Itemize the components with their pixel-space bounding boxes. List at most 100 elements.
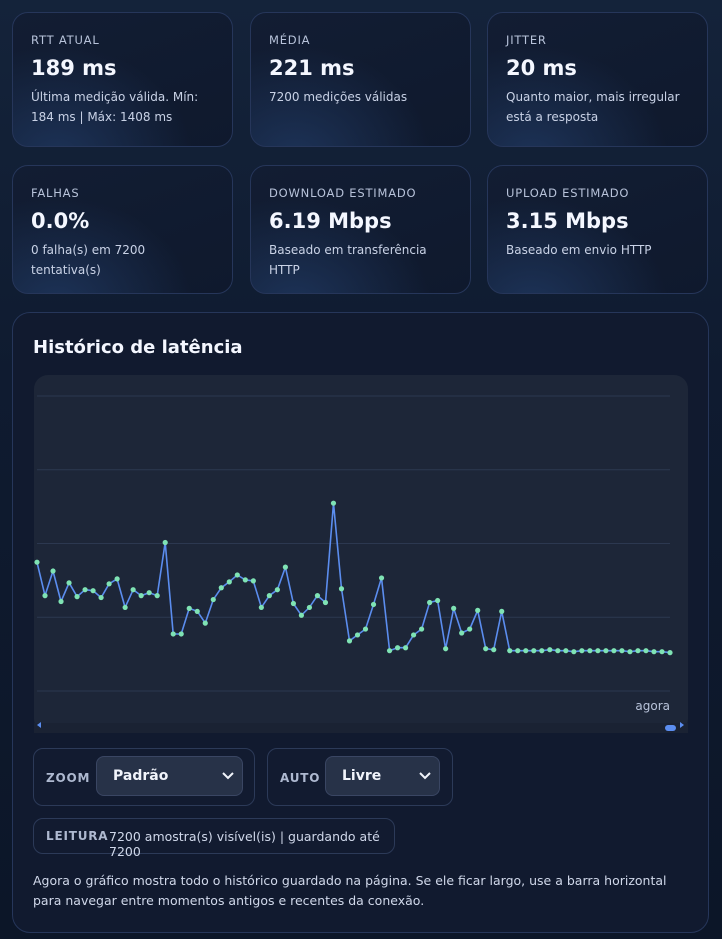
card-note: Quanto maior, mais irregular está a resp… [506, 90, 680, 124]
card-label: MÉDIA [269, 33, 311, 47]
latency-point [402, 645, 409, 651]
latency-point [58, 598, 64, 605]
now-label: agora [635, 699, 670, 713]
latency-point [266, 593, 272, 599]
latency-point [587, 648, 593, 654]
latency-point [106, 581, 112, 587]
latency-point [523, 648, 529, 654]
latency-point [210, 596, 216, 603]
latency-point [483, 646, 489, 652]
latency-point [362, 626, 369, 632]
card-note: Baseado em envio HTTP [506, 243, 652, 257]
latency-point [130, 587, 136, 593]
latency-point [178, 631, 184, 637]
card-note: Baseado em transferência HTTP [269, 243, 427, 277]
latency-point [314, 593, 321, 599]
history-panel: Histórico de latência agora ZOOM Padrão … [12, 312, 709, 933]
reading-label: LEITURA [46, 829, 109, 843]
latency-point [34, 559, 40, 565]
latency-point [611, 648, 617, 654]
scroll-left[interactable] [37, 722, 41, 728]
latency-point [579, 648, 585, 654]
metric-card: FALHAS 0.0% 0 falha(s) em 7200 tentativa… [12, 165, 233, 294]
reading-text: 7200 amostra(s) visível(is) | guardando … [109, 829, 380, 859]
zoom-select[interactable]: Padrão [96, 756, 243, 796]
select-value: Padrão [113, 768, 169, 784]
latency-point [90, 588, 96, 594]
latency-point [290, 600, 297, 607]
latency-point [370, 601, 377, 608]
latency-point [410, 632, 417, 638]
latency-point [435, 597, 441, 604]
latency-point [306, 604, 313, 611]
latency-point [298, 612, 305, 618]
latency-point [667, 650, 673, 656]
latency-point [499, 608, 505, 614]
latency-point [507, 648, 513, 654]
latency-point [451, 605, 457, 611]
card-value: 189 ms [31, 56, 117, 80]
latency-point [322, 599, 329, 606]
latency-point [50, 568, 56, 574]
chevron [419, 772, 431, 780]
card-value: 0.0% [31, 209, 90, 233]
latency-point [419, 626, 425, 632]
latency-point [122, 604, 128, 611]
auto-select[interactable]: Livre [325, 756, 440, 796]
card-note: Última medição válida. Mín: 184 ms | Máx… [31, 90, 199, 124]
latency-point [282, 564, 288, 570]
chevron [222, 772, 234, 780]
reading-box: LEITURA 7200 amostra(s) visível(is) | gu… [33, 818, 395, 859]
select-value: Livre [342, 768, 382, 784]
card-label: JITTER [506, 33, 547, 47]
latency-point [234, 572, 240, 578]
latency-point [443, 646, 449, 652]
latency-point [162, 539, 168, 546]
card-label: DOWNLOAD ESTIMADO [269, 186, 417, 200]
latency-point [138, 593, 144, 599]
scrollbar-track[interactable] [34, 723, 688, 733]
latency-point [330, 500, 337, 506]
latency-point [539, 648, 545, 654]
scroll-right[interactable] [680, 722, 684, 728]
latency-point [98, 594, 104, 601]
latency-point [635, 648, 641, 654]
metric-card: DOWNLOAD ESTIMADO 6.19 Mbps Baseado em t… [250, 165, 471, 294]
latency-chart: agora [34, 375, 688, 733]
card-value: 6.19 Mbps [269, 209, 392, 233]
latency-point [515, 648, 521, 654]
metric-card: RTT ATUAL 189 ms Última medição válida. … [12, 12, 233, 147]
latency-point [226, 579, 232, 585]
latency-point [74, 594, 80, 600]
latency-point [531, 648, 537, 654]
latency-point [346, 638, 353, 644]
latency-point [242, 577, 248, 583]
card-label: FALHAS [31, 186, 80, 200]
auto-control: AUTO Livre [267, 748, 453, 806]
scroll-thumb[interactable] [665, 725, 676, 731]
metric-card: UPLOAD ESTIMADO 3.15 Mbps Baseado em env… [487, 165, 708, 294]
latency-point [643, 648, 649, 654]
latency-point [619, 648, 625, 654]
latency-point [114, 576, 120, 582]
latency-point [386, 648, 393, 654]
card-value: 221 ms [269, 56, 355, 80]
latency-point [82, 587, 88, 593]
card-value: 20 ms [506, 56, 577, 80]
latency-point [154, 593, 160, 599]
card-note: 7200 medições válidas [269, 90, 408, 104]
latency-point [651, 649, 657, 655]
latency-point [563, 648, 569, 654]
metric-card: MÉDIA 221 ms 7200 medições válidas [250, 12, 471, 147]
card-value: 3.15 Mbps [506, 209, 629, 233]
latency-point [459, 630, 465, 636]
chart-background [34, 375, 688, 733]
latency-point [66, 580, 72, 586]
latency-point [467, 626, 473, 632]
metric-card: JITTER 20 ms Quanto maior, mais irregula… [487, 12, 708, 147]
card-label: UPLOAD ESTIMADO [506, 186, 630, 200]
latency-point [170, 631, 176, 637]
latency-point [274, 587, 280, 593]
latency-point [218, 585, 224, 591]
latency-point [202, 620, 208, 626]
